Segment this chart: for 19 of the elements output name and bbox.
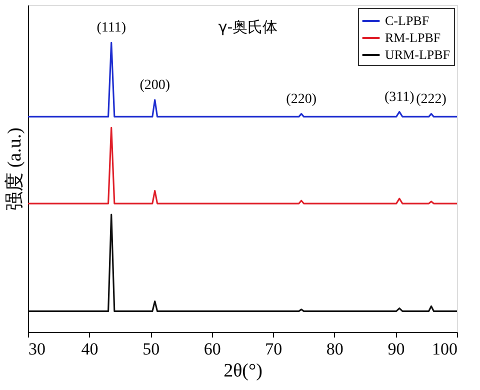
annotation: (200) — [140, 78, 170, 93]
x-tick-label: 30 — [28, 340, 46, 358]
x-tick-label: 80 — [326, 340, 344, 358]
x-tick-label: 70 — [265, 340, 282, 358]
legend-label: URM-LPBF — [385, 47, 450, 62]
y-axis-title: 强度 (a.u.) — [4, 128, 26, 210]
annotation: (111) — [96, 20, 126, 36]
annotation: (222) — [416, 92, 447, 107]
legend-label: C-LPBF — [385, 13, 430, 28]
legend-label: RM-LPBF — [385, 30, 441, 45]
x-tick-label: 50 — [142, 340, 160, 358]
x-tick-label: 90 — [388, 340, 405, 358]
x-tick-label: 60 — [204, 340, 221, 358]
text: γ-奥氏体 — [218, 18, 278, 36]
x-tick-label: 40 — [81, 340, 98, 358]
annotation: (220) — [286, 92, 317, 107]
x-tick-label: 100 — [432, 340, 458, 358]
annotation: (311) — [384, 90, 415, 105]
x-axis-title: 2θ(°) — [224, 360, 262, 382]
